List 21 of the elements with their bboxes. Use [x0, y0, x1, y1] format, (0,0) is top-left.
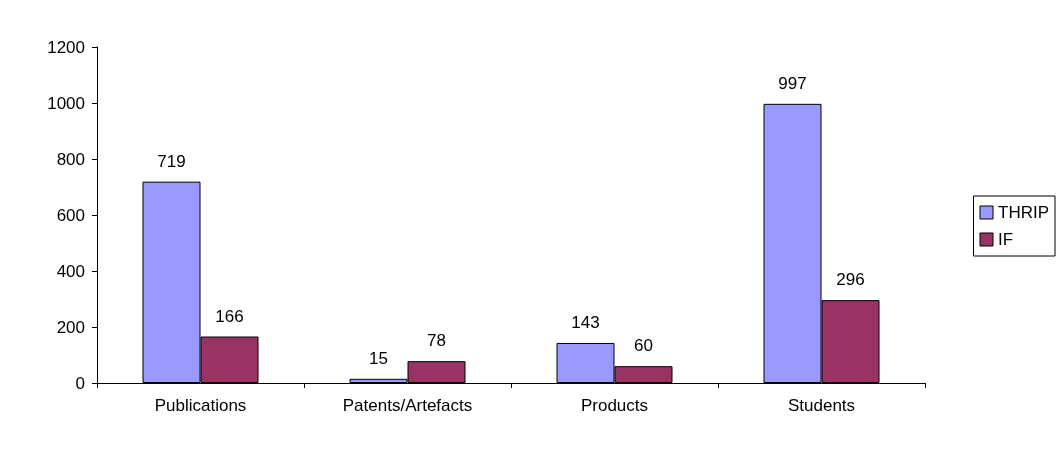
data-label: 719	[157, 151, 186, 171]
data-label: 143	[571, 312, 600, 332]
y-tick-label: 0	[75, 373, 85, 393]
y-tick-label: 200	[56, 317, 85, 337]
legend-label: THRIP	[998, 203, 1049, 222]
y-tick-label: 800	[56, 149, 85, 169]
x-tick-label: Patents/Artefacts	[342, 396, 473, 415]
y-tick-label: 400	[56, 261, 85, 281]
y-tick-label: 600	[56, 205, 85, 225]
data-label: 78	[427, 331, 446, 351]
data-label: 997	[778, 73, 807, 93]
x-tick-label: Publications	[154, 396, 247, 415]
legend-label: IF	[998, 230, 1014, 249]
data-label: 60	[634, 336, 653, 356]
data-label: 296	[836, 270, 865, 290]
y-tick-label: 1000	[47, 93, 85, 113]
x-tick-label: Products	[580, 396, 649, 415]
x-tick-label: Students	[787, 396, 856, 415]
data-label: 15	[369, 348, 388, 368]
y-tick-label: 1200	[47, 37, 85, 57]
data-label: 166	[215, 306, 244, 326]
